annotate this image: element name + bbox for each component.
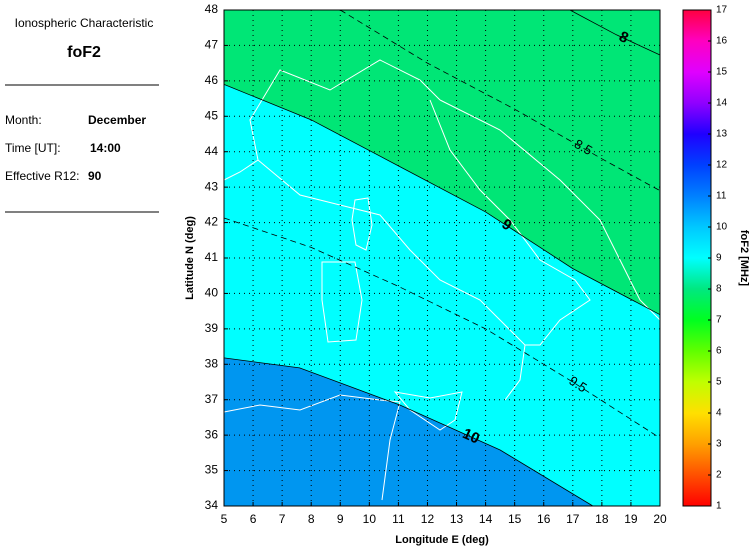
colorbar-title: foF2 [MHz] xyxy=(738,230,750,287)
x-tick-label: 6 xyxy=(250,512,257,526)
x-tick-label: 17 xyxy=(566,512,580,526)
y-tick-label: 35 xyxy=(205,463,219,477)
colorbar-tick-label: 12 xyxy=(716,160,728,171)
contour-line xyxy=(340,9,661,192)
contour-line xyxy=(569,9,661,56)
colorbar-tick-label: 8 xyxy=(716,284,722,295)
contour-line xyxy=(223,357,594,507)
y-tick-label: 38 xyxy=(205,356,219,370)
colorbar-tick-label: 16 xyxy=(716,36,728,47)
field-label: Effective R12: xyxy=(5,169,79,183)
colorbar-tick-label: 15 xyxy=(716,67,728,78)
y-tick-label: 40 xyxy=(205,286,219,300)
contour-line xyxy=(223,217,661,439)
field-value: 90 xyxy=(88,169,102,183)
y-tick-label: 42 xyxy=(205,215,219,229)
coastline xyxy=(257,159,526,401)
y-tick-label: 47 xyxy=(205,38,219,52)
y-tick-label: 39 xyxy=(205,321,219,335)
colorbar-tick-label: 1 xyxy=(716,501,722,512)
x-axis-title: Longitude E (deg) xyxy=(395,534,489,546)
y-tick-label: 43 xyxy=(205,179,219,193)
panel-heading: Ionospheric Characteristic xyxy=(15,16,154,30)
colorbar-tick-label: 13 xyxy=(716,129,728,140)
x-tick-label: 5 xyxy=(221,512,228,526)
x-tick-label: 16 xyxy=(537,512,551,526)
y-axis-title: Latitude N (deg) xyxy=(184,216,196,300)
x-tick-label: 12 xyxy=(421,512,435,526)
y-tick-label: 45 xyxy=(205,108,219,122)
panel-parameter: foF2 xyxy=(67,44,101,61)
coastline xyxy=(321,261,363,343)
y-tick-label: 34 xyxy=(205,498,219,512)
contour-band xyxy=(224,10,660,315)
contour-line xyxy=(223,84,661,316)
colorbar-tick-label: 11 xyxy=(716,191,727,202)
x-tick-label: 7 xyxy=(279,512,286,526)
y-tick-label: 46 xyxy=(205,73,219,87)
y-tick-label: 36 xyxy=(205,427,219,441)
field-label: Time [UT]: xyxy=(5,141,61,155)
colorbar-tick-label: 6 xyxy=(716,346,722,357)
coastline xyxy=(429,99,591,346)
field-value: December xyxy=(88,113,146,127)
contour-label: 10 xyxy=(460,425,482,447)
y-tick-label: 37 xyxy=(205,392,219,406)
x-tick-label: 13 xyxy=(450,512,464,526)
coastline xyxy=(223,394,401,501)
colorbar-tick-label: 10 xyxy=(716,222,728,233)
x-tick-label: 20 xyxy=(653,512,667,526)
coastline xyxy=(223,59,441,181)
x-tick-label: 10 xyxy=(363,512,377,526)
colorbar-tick-label: 4 xyxy=(716,408,722,419)
x-tick-label: 9 xyxy=(337,512,344,526)
colorbar-tick-label: 17 xyxy=(716,5,728,16)
y-tick-label: 44 xyxy=(205,144,219,158)
colorbar xyxy=(682,9,712,507)
coastline xyxy=(439,99,661,321)
contour-band xyxy=(224,357,593,506)
plot-frame xyxy=(223,9,661,507)
x-tick-label: 11 xyxy=(392,512,405,526)
colorbar-tick-label: 9 xyxy=(716,253,722,264)
x-tick-label: 8 xyxy=(308,512,315,526)
x-tick-label: 15 xyxy=(508,512,522,526)
field-value: 14:00 xyxy=(90,141,121,155)
colorbar-tick-label: 14 xyxy=(716,98,728,109)
colorbar-tick-label: 7 xyxy=(716,315,722,326)
colorbar-tick-label: 5 xyxy=(716,377,722,388)
coastline xyxy=(351,197,373,251)
x-tick-label: 14 xyxy=(479,512,493,526)
y-tick-label: 48 xyxy=(205,2,219,16)
field-label: Month: xyxy=(5,113,42,127)
x-tick-label: 19 xyxy=(624,512,638,526)
x-tick-label: 18 xyxy=(595,512,609,526)
y-tick-label: 41 xyxy=(205,250,219,264)
colorbar-tick-label: 3 xyxy=(716,439,722,450)
colorbar-tick-label: 2 xyxy=(716,470,722,481)
